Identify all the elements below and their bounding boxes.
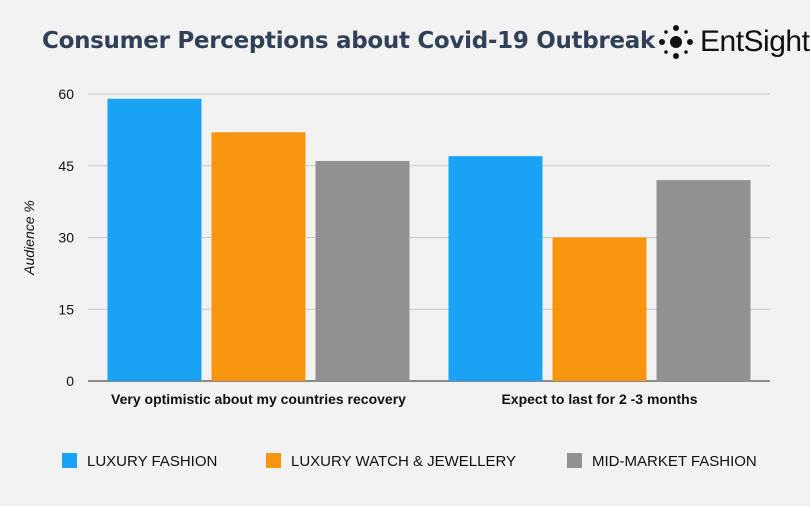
legend-swatch bbox=[62, 453, 77, 468]
x-category-label: Very optimistic about my countries recov… bbox=[111, 391, 406, 407]
bar-luxury-watch-jewellery-1 bbox=[552, 237, 647, 381]
y-tick-label: 45 bbox=[58, 158, 74, 174]
bar-mid-market-fashion-1 bbox=[656, 180, 751, 381]
legend-label: MID-MARKET FASHION bbox=[592, 453, 757, 470]
legend-label: LUXURY FASHION bbox=[87, 453, 217, 470]
y-tick-label: 15 bbox=[58, 301, 74, 317]
chart-title: Consumer Perceptions about Covid-19 Outb… bbox=[42, 28, 655, 54]
axis-layer: 0 15 30 45 60 Audience % Very optimistic about… bbox=[21, 86, 698, 407]
bars-layer bbox=[107, 98, 751, 382]
legend-swatch bbox=[266, 453, 281, 468]
bar-luxury-fashion-1 bbox=[448, 156, 543, 381]
bar-luxury-fashion-0 bbox=[107, 98, 202, 382]
logo-text: EntSight bbox=[700, 25, 810, 58]
bar-luxury-watch-jewellery-0 bbox=[211, 132, 306, 381]
logo: EntSight bbox=[656, 22, 810, 62]
y-axis-label: Audience % bbox=[21, 200, 37, 276]
grid-layer bbox=[88, 93, 770, 382]
legend-layer: LUXURY FASHION LUXURY WATCH & JEWELLERY MI… bbox=[62, 453, 757, 470]
legend-label: LUXURY WATCH & JEWELLERY bbox=[291, 453, 516, 470]
y-tick-label: 0 bbox=[66, 373, 74, 389]
dot-cluster-icon bbox=[659, 25, 693, 59]
y-tick-label: 60 bbox=[58, 86, 74, 102]
legend-swatch bbox=[567, 453, 582, 468]
x-category-label: Expect to last for 2 -3 months bbox=[501, 391, 697, 407]
bar-mid-market-fashion-0 bbox=[315, 160, 410, 381]
y-tick-label: 30 bbox=[58, 230, 74, 246]
